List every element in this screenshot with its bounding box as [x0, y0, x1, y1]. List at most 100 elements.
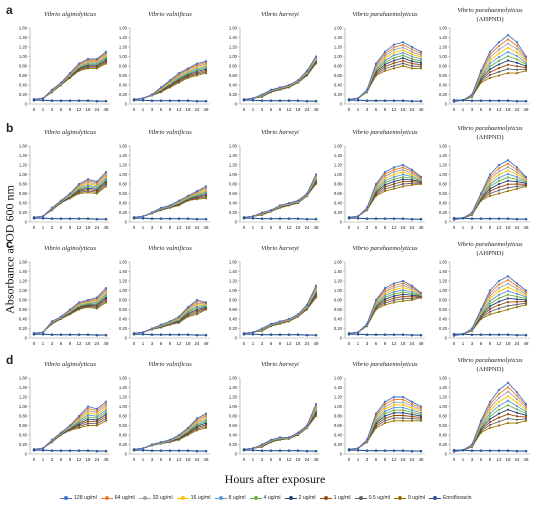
series-point: [77, 62, 81, 65]
panel-title: Vibrio vulnificus: [148, 129, 192, 136]
series-point: [314, 403, 318, 406]
series-point: [141, 215, 145, 218]
series-point: [401, 43, 405, 46]
series-point: [524, 289, 528, 292]
x-tick-label: 12: [77, 457, 82, 462]
series-point: [419, 408, 423, 411]
series-point: [141, 447, 145, 450]
series-point: [506, 169, 510, 172]
y-tick-label: 0.40: [19, 317, 28, 322]
enrofloxacin-point: [41, 216, 45, 220]
series-line: [133, 425, 207, 450]
series-point: [506, 422, 510, 425]
y-tick-label: 0.60: [19, 73, 28, 78]
series-point: [524, 61, 528, 64]
series-point: [506, 183, 510, 186]
series-line: [453, 38, 527, 103]
enrofloxacin-point: [401, 217, 405, 220]
y-tick-label: 1.40: [334, 385, 343, 390]
series-point: [515, 171, 519, 174]
y-axis-label: Absorbance at OD 600 nm: [2, 185, 17, 314]
y-tick-label: 0.80: [19, 414, 28, 419]
x-tick-label: 48: [419, 457, 424, 462]
x-tick-label: 6: [160, 457, 163, 462]
enrofloxacin-point: [195, 449, 199, 453]
x-tick-label: 3: [261, 225, 264, 230]
series-line: [33, 416, 107, 450]
series-point: [506, 190, 510, 193]
x-tick-label: 48: [204, 107, 209, 112]
x-tick-label: 3: [51, 341, 54, 346]
series-point: [497, 52, 501, 55]
series-point: [488, 56, 492, 59]
legend-marker: [323, 495, 328, 500]
series-line: [243, 181, 317, 218]
series-point: [41, 331, 45, 334]
enrofloxacin-point: [260, 449, 264, 452]
panel-title: Vibrio vulnificus: [148, 361, 192, 368]
y-tick-label: 1.40: [19, 153, 28, 158]
series-point: [524, 292, 528, 295]
series-point: [479, 192, 483, 195]
series-point: [515, 173, 519, 176]
series-point: [497, 176, 501, 179]
x-tick-label: 9: [384, 457, 387, 462]
y-tick-label: 1.40: [19, 269, 28, 274]
x-tick-label: 18: [506, 225, 511, 230]
series-point: [524, 68, 528, 71]
series-point: [410, 292, 414, 295]
x-tick-label: 3: [151, 341, 154, 346]
y-tick-label: 0.60: [334, 307, 343, 312]
panel-title: Vibrio alginolyticus: [44, 245, 97, 252]
y-tick-label: 1.60: [19, 376, 28, 381]
y-tick-label: 1.40: [334, 269, 343, 274]
x-tick-label: 18: [186, 457, 191, 462]
series-point: [392, 401, 396, 404]
series-point: [86, 409, 90, 412]
series-point: [401, 180, 405, 183]
enrofloxacin-point: [204, 217, 208, 221]
series-point: [506, 159, 510, 162]
series-point: [524, 66, 528, 69]
series-point: [383, 296, 387, 299]
series-point: [497, 408, 501, 411]
y-tick-label: 0.80: [334, 414, 343, 419]
y-tick-label: 0: [445, 336, 448, 341]
series-point: [410, 294, 414, 297]
y-tick-label: 0: [25, 102, 28, 107]
series-point: [278, 436, 282, 439]
series-point: [383, 181, 387, 184]
y-tick-label: 0.40: [334, 201, 343, 206]
series-point: [95, 418, 99, 422]
series-point: [269, 209, 273, 212]
y-tick-label: 0.60: [334, 423, 343, 428]
y-tick-label: 0: [340, 220, 343, 225]
legend: 128 ug/ml 64 ug/ml 32 ug/ml 16 ug/ml 8 ug/ml…: [60, 491, 540, 505]
x-tick-label: 12: [287, 107, 292, 112]
panel-title: Vibrio parahaemolyticus: [457, 241, 523, 248]
series-point: [68, 308, 72, 311]
x-tick-label: 1: [142, 107, 145, 112]
enrofloxacin-point: [95, 449, 99, 453]
enrofloxacin-point: [68, 449, 72, 452]
series-point: [506, 289, 510, 293]
series-point: [41, 447, 45, 450]
x-tick-label: 6: [375, 107, 378, 112]
series-point: [506, 386, 510, 389]
y-tick-label: 0.60: [119, 191, 128, 196]
series-line: [133, 306, 207, 334]
series-point: [159, 441, 163, 444]
series-line: [243, 56, 317, 100]
series-point: [365, 438, 369, 441]
series-point: [95, 57, 99, 60]
enrofloxacin-point: [374, 449, 378, 452]
series-point: [524, 417, 528, 421]
series-point: [488, 423, 492, 427]
enrofloxacin-point: [150, 217, 154, 220]
series-point: [419, 410, 423, 413]
enrofloxacin-point: [177, 99, 181, 102]
series-point: [488, 65, 492, 68]
enrofloxacin-point: [168, 333, 172, 336]
series-point: [287, 436, 291, 439]
series-point: [497, 279, 501, 283]
